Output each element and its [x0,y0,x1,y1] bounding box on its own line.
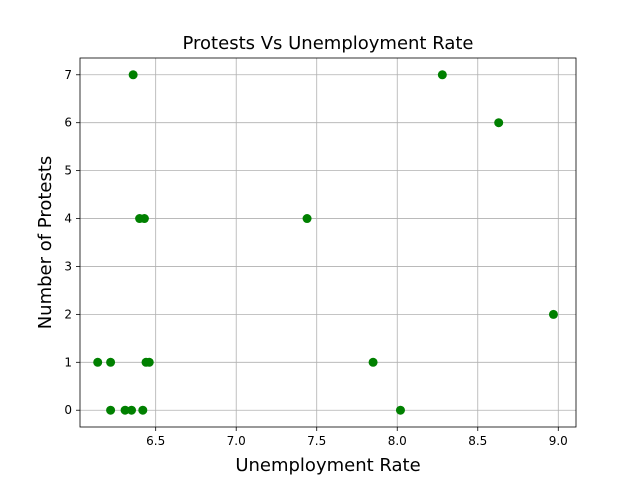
y-tick-label: 1 [64,355,72,369]
y-tick-label: 3 [64,259,72,273]
x-tick-label: 7.0 [227,434,246,448]
data-point [106,405,116,415]
data-point [395,405,405,415]
grid [80,58,576,427]
data-point [139,214,149,224]
plot-frame [79,57,577,428]
y-tick-label: 7 [64,68,72,82]
data-point [106,357,116,367]
y-tick-label: 6 [64,116,72,130]
y-tick-label: 0 [64,403,72,417]
x-tick-label: 8.0 [388,434,407,448]
data-point [138,405,148,415]
data-point [437,70,447,80]
data-point [144,357,154,367]
data-point [302,214,312,224]
y-tick-label: 4 [64,212,72,226]
x-tick-label: 6.5 [146,434,165,448]
data-point [93,357,103,367]
chart-title: Protests Vs Unemployment Rate [183,33,474,54]
data-point [127,405,137,415]
axis-ticks: 6.5 7.0 7.5 8.0 8.5 9.0 0 1 2 3 4 5 6 7 [64,68,567,448]
data-point [120,405,130,415]
y-tick-label: 2 [64,307,72,321]
x-tick-label: 9.0 [549,434,568,448]
data-point [368,357,378,367]
x-axis-label: Unemployment Rate [235,455,420,476]
data-point [548,309,558,319]
data-points [93,70,558,415]
data-point [128,70,138,80]
y-axis-label: Number of Protests [35,156,56,330]
x-tick-label: 8.5 [468,434,487,448]
x-tick-label: 7.5 [307,434,326,448]
data-point [494,118,504,128]
y-tick-label: 5 [64,164,72,178]
